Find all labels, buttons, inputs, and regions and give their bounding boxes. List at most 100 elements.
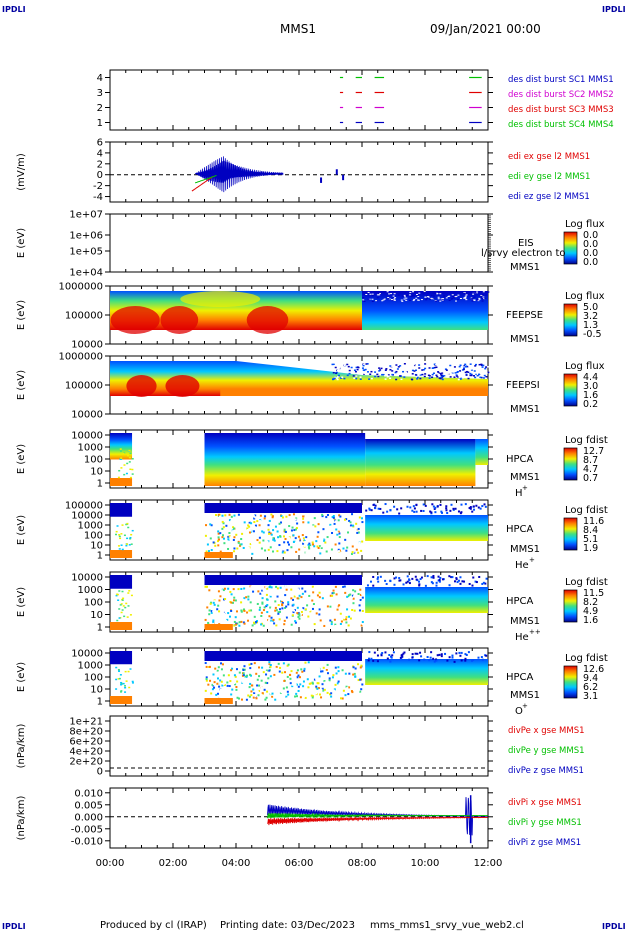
spectrogram-pixel (357, 531, 360, 534)
spectrogram-pixel (250, 609, 253, 612)
spectrogram-pixel (214, 673, 217, 676)
spectrogram-pixel (303, 544, 306, 547)
spectrogram-pixel (210, 692, 213, 695)
spectrogram-pixel (398, 577, 401, 580)
spectrogram-pixel (246, 520, 249, 523)
spectrogram-pixel (456, 371, 459, 374)
spectrogram-pixel (118, 670, 121, 672)
spectrogram-pixel (277, 604, 280, 607)
spectrogram-pixel (356, 366, 359, 368)
spectrogram-pixel (287, 667, 290, 670)
spectrogram-pixel (208, 613, 211, 616)
colorbar (563, 303, 578, 337)
spectrogram-pixel (284, 671, 287, 674)
spectrogram-pixel (399, 579, 402, 582)
spectrogram-pixel (476, 299, 479, 301)
spectrogram-pixel (229, 615, 232, 618)
spectrogram-pixel (255, 624, 258, 627)
spectrogram-pixel (419, 374, 422, 376)
spectrogram-pixel (217, 682, 220, 685)
spectrogram-pixel (204, 618, 207, 621)
spectrogram-pixel (300, 545, 303, 548)
spectrogram-pixel (332, 369, 335, 371)
spectrogram-pixel (422, 369, 425, 371)
spectrogram-pixel (381, 652, 384, 655)
spectrogram-pixel (354, 600, 357, 603)
spectrogram-pixel (344, 672, 347, 675)
spectrogram-pixel (120, 533, 123, 535)
spectrogram-pixel (115, 530, 118, 533)
spectrogram-pixel (415, 365, 418, 367)
spectrogram-pixel (340, 620, 343, 623)
spectrogram-pixel (127, 592, 130, 594)
y-tick-label: 1000 (78, 521, 103, 532)
spectrogram-pixel (361, 596, 364, 599)
spectrogram-pixel (289, 673, 292, 676)
spectrogram-pixel (129, 536, 132, 539)
spectrogram-pixel (325, 670, 328, 673)
spectrogram-pixel (380, 367, 383, 370)
spectrogram-pixel (388, 368, 391, 370)
y-axis-label: (mV/m) (16, 153, 27, 191)
spectrogram-pixel (248, 519, 251, 522)
spectrogram-pixel (481, 295, 484, 297)
panel-frame (109, 213, 489, 273)
spectrogram-pixel (289, 521, 292, 524)
spectrogram-pixel (278, 544, 281, 547)
spectrogram-pixel (430, 294, 433, 296)
spectrogram-pixel (281, 603, 284, 606)
spectrogram-pixel (331, 366, 334, 369)
spectrogram-pixel (359, 593, 362, 596)
page-title: MMS1 (280, 22, 316, 36)
colorbar-tick-label: 11.6 (583, 516, 604, 527)
spectrogram-pixel (451, 576, 454, 579)
spectrogram-pixel (378, 370, 381, 372)
spectrogram-pixel (279, 681, 282, 684)
spectrogram-pixel (334, 520, 337, 523)
spectrogram-pixel (405, 294, 408, 296)
spectrogram-pixel (268, 519, 271, 522)
y-tick-label: 0 (97, 170, 103, 181)
spectrogram-pixel (297, 612, 300, 615)
spectrogram-pixel (238, 531, 241, 534)
spectrogram-pixel (125, 680, 128, 682)
spectrogram-pixel (289, 606, 292, 609)
spectrogram-pixel (250, 611, 253, 614)
spectrogram-pixel (320, 688, 323, 691)
spectrogram-pixel (350, 685, 353, 688)
spectrogram-pixel (465, 653, 468, 656)
spectrogram-pixel (371, 298, 374, 300)
spectrogram-pixel (442, 373, 445, 376)
spectrogram-pixel (426, 295, 429, 297)
spectrogram-pixel (269, 546, 272, 549)
spectrogram-pixel (347, 676, 350, 679)
spectrogram-pixel (416, 378, 419, 380)
spectrogram-pixel (441, 378, 444, 381)
spectrogram-pixel (250, 662, 253, 665)
spectrogram-pixel (470, 374, 473, 377)
spectrogram-pixel (297, 615, 300, 618)
spectrogram-pixel (473, 366, 476, 369)
species-label: O (515, 706, 523, 717)
spectrogram-pixel (363, 300, 366, 302)
spectrogram-pixel (276, 530, 279, 533)
spectrogram-pixel (466, 368, 469, 371)
y-tick-label: 100 (84, 531, 103, 542)
spectrogram-pixel (219, 532, 222, 535)
spectrogram-pixel (232, 588, 235, 591)
spectrogram-pixel (213, 600, 216, 603)
spectrogram-pixel (123, 464, 126, 466)
spectrogram-pixel (448, 656, 451, 659)
spectrogram-pixel (352, 666, 355, 669)
spectrogram-pixel (247, 550, 250, 553)
spectrogram-pixel (124, 685, 127, 687)
spectrogram-pixel (234, 683, 237, 686)
spectrogram-pixel (286, 675, 289, 678)
spectrogram-pixel (389, 660, 392, 663)
spectrogram-pixel (313, 678, 316, 681)
spectrogram-pixel (337, 550, 340, 553)
spectrogram-pixel (237, 540, 240, 543)
spectrogram-band (110, 622, 133, 630)
